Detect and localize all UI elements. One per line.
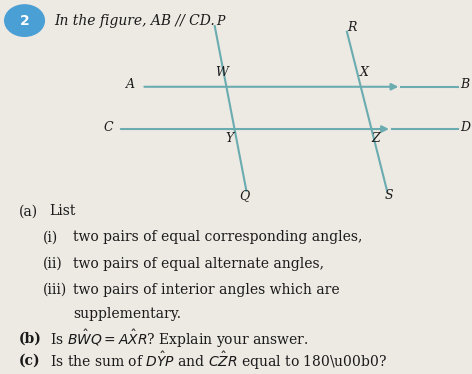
Text: two pairs of equal alternate angles,: two pairs of equal alternate angles,: [73, 257, 324, 271]
Text: two pairs of equal corresponding angles,: two pairs of equal corresponding angles,: [73, 230, 362, 245]
Text: (i): (i): [42, 230, 58, 245]
Text: B: B: [460, 79, 469, 91]
Text: List: List: [50, 204, 76, 218]
Text: Z: Z: [371, 132, 379, 145]
Text: Y: Y: [226, 132, 234, 145]
Text: R: R: [347, 21, 356, 34]
Text: supplementary.: supplementary.: [73, 307, 181, 321]
Text: (c): (c): [19, 354, 41, 368]
Text: P: P: [216, 15, 225, 28]
Text: W: W: [215, 65, 228, 79]
Text: X: X: [360, 65, 369, 79]
Circle shape: [5, 5, 44, 36]
Text: D: D: [460, 121, 470, 134]
Text: (iii): (iii): [42, 283, 67, 297]
Text: 2: 2: [20, 13, 29, 28]
Text: C: C: [104, 121, 113, 134]
Text: S: S: [385, 189, 394, 202]
Text: two pairs of interior angles which are: two pairs of interior angles which are: [73, 283, 340, 297]
Text: A: A: [126, 79, 135, 91]
Text: (b): (b): [19, 331, 42, 346]
Text: In the figure, AB // CD.: In the figure, AB // CD.: [54, 13, 215, 28]
Text: Is $B\hat{W}Q = A\hat{X}R$? Explain your answer.: Is $B\hat{W}Q = A\hat{X}R$? Explain your…: [50, 327, 308, 350]
Text: (a): (a): [19, 204, 38, 218]
Text: Is the sum of $D\hat{Y}P$ and $C\hat{Z}R$ equal to 180\u00b0?: Is the sum of $D\hat{Y}P$ and $C\hat{Z}R…: [50, 350, 387, 372]
Text: Q: Q: [239, 189, 249, 202]
Text: (ii): (ii): [42, 257, 62, 271]
